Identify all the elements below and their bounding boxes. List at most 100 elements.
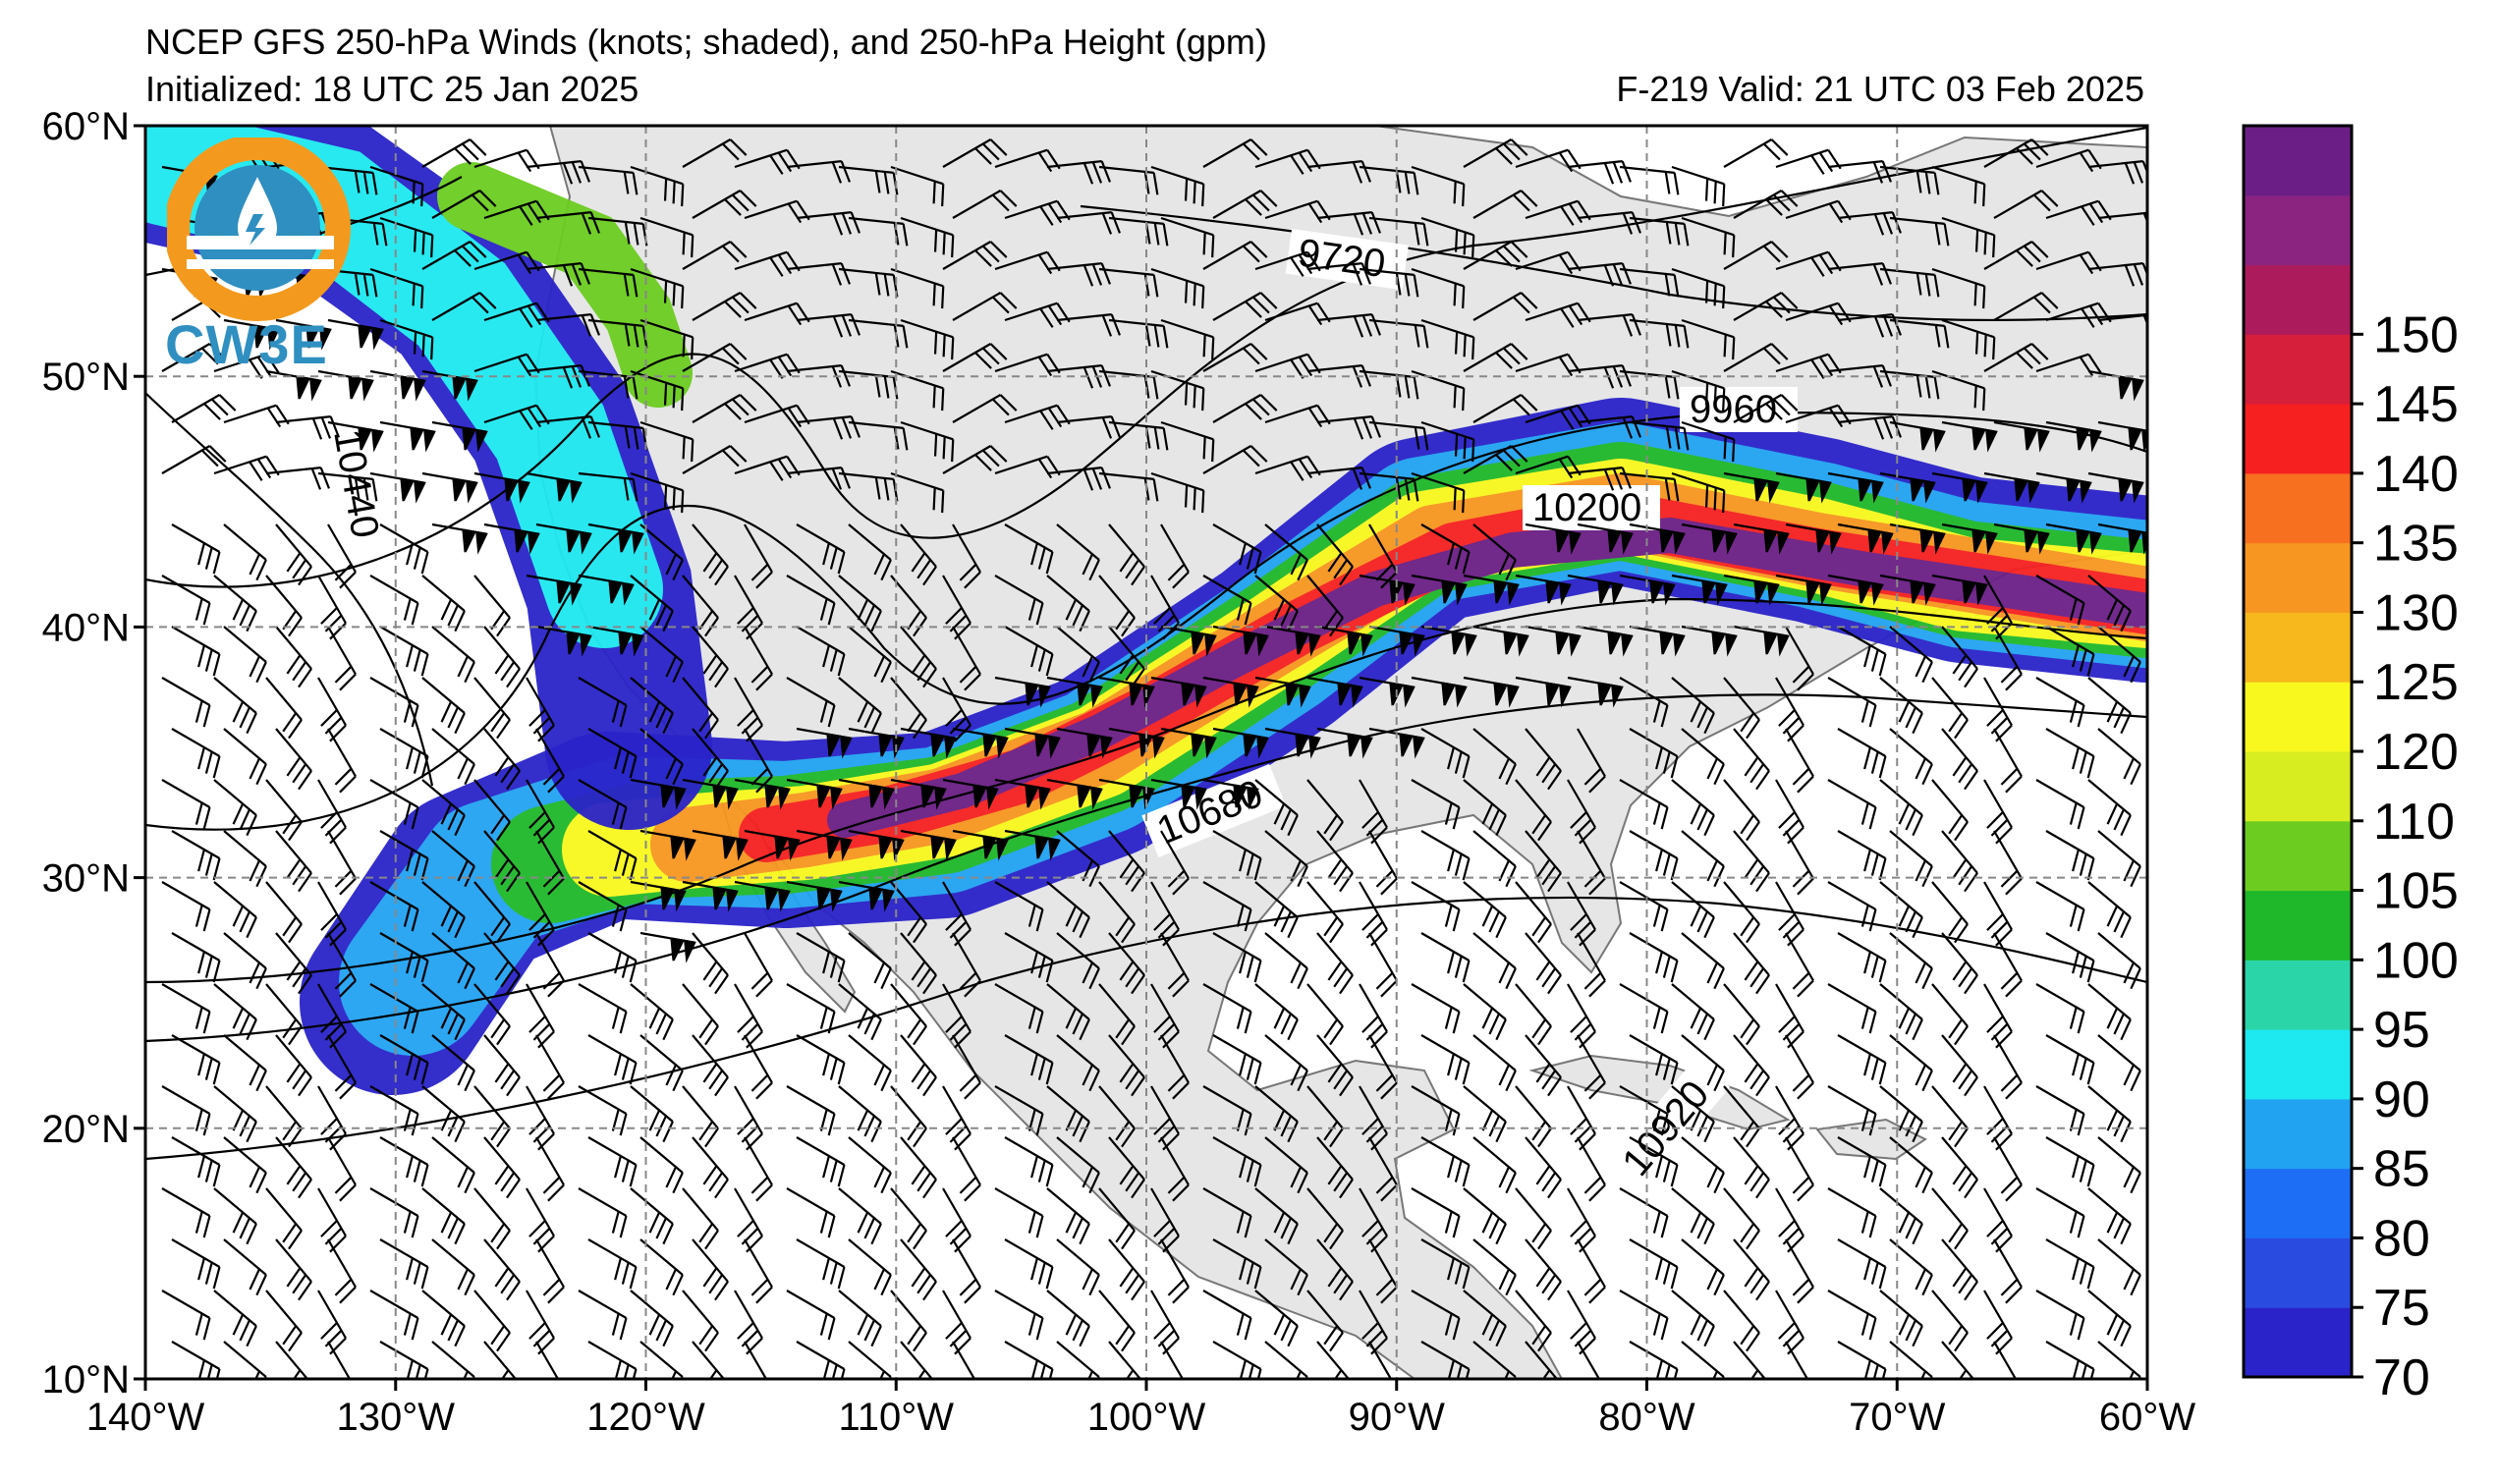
wind-barb xyxy=(1775,471,1832,504)
wind-barb xyxy=(1671,369,1726,412)
wind-barb xyxy=(1671,677,1715,735)
wind-barb xyxy=(587,625,644,657)
wind-barb xyxy=(1681,318,1736,360)
wind-barb xyxy=(1463,676,1520,708)
colorbar-tick-label: 150 xyxy=(2373,306,2459,363)
wind-barb xyxy=(900,216,955,258)
wind-barb xyxy=(1733,728,1770,791)
wind-barb xyxy=(1681,522,1738,555)
wind-barb xyxy=(1619,267,1680,298)
wind-barb xyxy=(1567,160,1632,185)
wind-barb xyxy=(379,728,429,779)
wind-barb xyxy=(317,471,378,502)
wind-barb xyxy=(265,779,303,842)
wind-barb xyxy=(786,778,843,810)
wind-barb xyxy=(900,420,955,463)
lon-tick-label: 130°W xyxy=(337,1396,456,1439)
wind-barb xyxy=(1525,199,1591,226)
wind-barb xyxy=(630,575,674,632)
colorbar-tick-label: 110 xyxy=(2373,794,2455,851)
wind-barb xyxy=(890,778,947,810)
wind-barb xyxy=(682,343,748,372)
colorbar-tick-label: 95 xyxy=(2373,1002,2430,1059)
wind-barb xyxy=(1212,625,1269,657)
wind-barb xyxy=(1629,216,1690,247)
logo-text: CW3E xyxy=(165,313,328,375)
wind-barb xyxy=(1931,369,1986,412)
wind-barb xyxy=(1254,779,1299,837)
wind-barb xyxy=(171,728,221,779)
wind-barb xyxy=(1931,267,1986,309)
wind-barb xyxy=(421,575,466,632)
lon-tick-label: 60°W xyxy=(2099,1396,2195,1439)
initialized-label: Initialized: 18 UTC 25 Jan 2025 xyxy=(145,69,639,109)
wind-barb xyxy=(900,318,955,360)
wind-barb xyxy=(2097,313,2147,337)
wind-barb xyxy=(1368,420,1429,451)
wind-barb xyxy=(327,626,357,691)
wind-barb xyxy=(535,211,600,235)
wind-barb xyxy=(535,728,565,794)
wind-barb xyxy=(1827,364,1892,388)
wind-barb xyxy=(952,727,1009,759)
wind-barb xyxy=(1567,676,1624,708)
wind-barb xyxy=(692,394,757,423)
wind-barb xyxy=(734,778,791,810)
wind-barb xyxy=(1463,574,1520,606)
wind-barb xyxy=(2087,677,2132,735)
wind-barb xyxy=(431,292,497,321)
lon-tick-label: 90°W xyxy=(1349,1396,1445,1439)
wind-barb xyxy=(2035,779,2085,830)
wind-barb xyxy=(1525,522,1582,555)
wind-barb xyxy=(473,471,530,504)
wind-barb xyxy=(630,471,685,514)
wind-barb xyxy=(639,728,684,786)
wind-barb xyxy=(900,727,957,759)
wind-barb xyxy=(1306,779,1344,842)
wind-barb xyxy=(1837,522,1894,555)
wind-barb xyxy=(1993,292,2059,321)
wind-barb xyxy=(1525,625,1582,657)
wind-barb xyxy=(1837,313,1902,338)
wind-barb xyxy=(2097,626,2141,684)
wind-barb xyxy=(1993,190,2059,219)
colorbar-tick-label: 85 xyxy=(2373,1141,2430,1198)
wind-barb xyxy=(1577,728,1606,794)
wind-barb xyxy=(1420,523,1471,575)
wind-barb xyxy=(1941,318,1996,360)
wind-barb xyxy=(1723,574,1780,606)
wind-barb xyxy=(1879,267,1940,298)
lon-tick-label: 110°W xyxy=(838,1396,954,1439)
wind-barb xyxy=(1212,523,1262,575)
wind-barb xyxy=(1515,574,1572,606)
wind-barb xyxy=(952,523,981,589)
colorbar-segment xyxy=(2244,751,2352,822)
wind-barb xyxy=(1879,779,1923,837)
wind-barb xyxy=(1160,523,1190,589)
wind-barb xyxy=(1889,522,1946,555)
lat-tick-label: 40°N xyxy=(42,606,130,649)
wind-barb xyxy=(1723,138,1789,168)
wind-barb xyxy=(1420,625,1477,657)
wind-barb xyxy=(1368,216,1429,247)
wind-barb xyxy=(1577,313,1641,337)
wind-barb xyxy=(1264,523,1308,581)
wind-barb xyxy=(848,523,892,581)
wind-barb xyxy=(942,445,1008,474)
wind-barb xyxy=(1723,241,1789,270)
colorbar-segment xyxy=(2244,1307,2352,1378)
wind-barb xyxy=(1254,250,1321,277)
wind-barb xyxy=(838,267,899,298)
wind-barb xyxy=(692,626,729,688)
wind-barb xyxy=(1785,522,1842,555)
wind-barb xyxy=(2087,471,2144,504)
wind-barb xyxy=(1889,318,1950,349)
wind-barb xyxy=(1004,626,1054,677)
wind-barb xyxy=(1629,625,1686,657)
colorbar: 70 75 80 85 90 95 100 105 110 120 125 130 135 140 145 1… xyxy=(2242,124,2459,1406)
wind-barb xyxy=(379,318,434,360)
wind-barb xyxy=(1681,216,1736,258)
wind-barb xyxy=(639,626,684,684)
wind-barb xyxy=(900,523,937,586)
wind-barb xyxy=(431,522,488,555)
